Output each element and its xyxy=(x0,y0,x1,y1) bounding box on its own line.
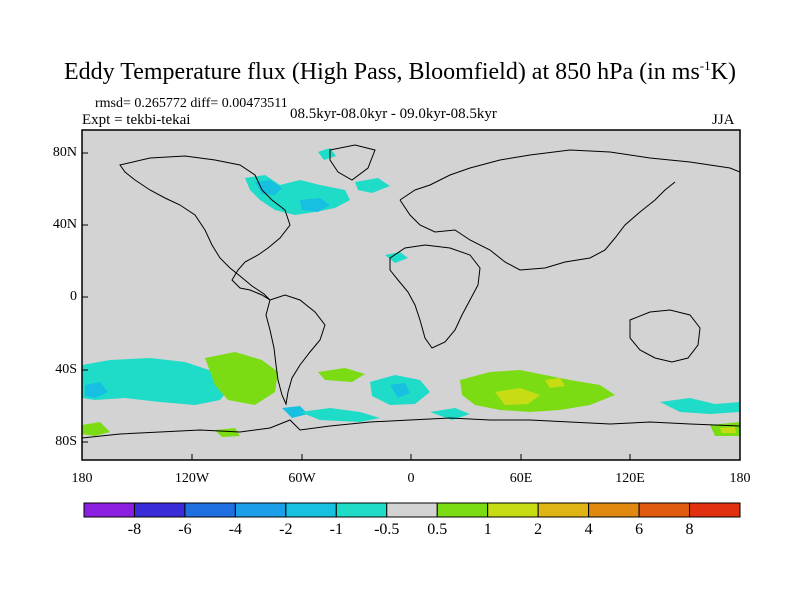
lon-label-180e: 180 xyxy=(729,471,751,486)
colorbar-swatch xyxy=(285,502,337,518)
coast-australia xyxy=(629,309,701,363)
colorbar-swatch xyxy=(386,502,438,518)
anomaly-pacific-positive xyxy=(205,352,278,405)
anomaly-atlantic-east xyxy=(385,252,408,263)
season-label: JJA xyxy=(712,112,735,128)
colorbar-label: -2 xyxy=(279,521,293,538)
anomaly-antarctic-east-core xyxy=(720,427,736,433)
colorbar-label: -4 xyxy=(228,521,243,538)
colorbar-swatch xyxy=(487,502,539,518)
anomaly-ross-positive xyxy=(215,428,240,437)
colorbar-label: 2 xyxy=(534,521,543,538)
colorbar-label: 0.5 xyxy=(427,521,448,538)
lat-label-40n: 40N xyxy=(52,217,77,232)
anomaly-north-atlantic-core xyxy=(255,180,282,195)
coast-greenland xyxy=(329,144,376,181)
anomaly-pacific-south-east xyxy=(660,398,740,414)
rmsd-diff-stats: rmsd= 0.265772 diff= 0.00473511 xyxy=(95,96,288,111)
colorbar-swatch xyxy=(234,502,287,518)
map-ocean-background xyxy=(82,130,740,460)
coast-europe-asia xyxy=(399,149,740,271)
coastlines xyxy=(82,144,740,439)
lon-label-0: 0 xyxy=(407,471,415,486)
colorbar-swatch xyxy=(588,502,640,518)
lat-label-0: 0 xyxy=(70,289,77,304)
lon-label-120e: 120E xyxy=(615,471,645,486)
anomaly-greenland-east xyxy=(355,178,390,193)
colorbar-label: -0.5 xyxy=(374,521,400,538)
anomaly-hudson xyxy=(300,198,330,212)
anomaly-indian-positive-core xyxy=(495,388,540,405)
colorbar-swatch xyxy=(335,502,388,518)
lon-label-60e: 60E xyxy=(509,471,533,486)
lon-label-60w: 60W xyxy=(288,471,316,486)
anomaly-arctic xyxy=(318,148,336,160)
period-label: 08.5kyr-08.0kyr - 09.0kyr-08.5kyr xyxy=(290,106,497,122)
colorbar-swatch xyxy=(184,502,236,518)
coast-south-america xyxy=(265,294,326,406)
colorbar-label: 8 xyxy=(685,521,694,538)
lat-label-80s: 80S xyxy=(55,434,77,449)
anomaly-antarctic-pacific-positive xyxy=(82,422,110,436)
anomaly-south-pacific-west xyxy=(82,358,230,405)
anomaly-fields xyxy=(82,148,740,437)
anomaly-indian-south xyxy=(430,408,470,420)
colorbar-swatch xyxy=(537,502,590,518)
lat-label-40s: 40S xyxy=(55,362,77,377)
colorbar-swatch xyxy=(436,502,489,518)
colorbar-swatch xyxy=(133,502,186,518)
anomaly-drake xyxy=(282,406,308,418)
anomaly-indian-positive xyxy=(460,370,615,412)
colorbar-label: 6 xyxy=(635,521,644,538)
anomaly-southern-ocean-belt xyxy=(300,408,380,422)
anomaly-south-atlantic-positive xyxy=(318,368,365,382)
experiment-label: Expt = tekbi-tekai xyxy=(82,112,191,128)
colorbar-swatch xyxy=(83,502,135,518)
lon-label-180w: 180 xyxy=(71,471,93,486)
colorbar-swatch xyxy=(638,502,691,518)
coast-north-america xyxy=(119,155,291,301)
lon-label-120w: 120W xyxy=(174,471,210,486)
coast-africa xyxy=(389,244,481,349)
colorbar-label: -6 xyxy=(178,521,192,538)
colorbar-label: 4 xyxy=(584,521,593,538)
anomaly-indian-positive-core2 xyxy=(545,378,565,388)
colorbar-label: 1 xyxy=(483,521,492,538)
anomaly-south-pacific-core xyxy=(85,382,108,398)
lat-label-80n: 80N xyxy=(52,145,77,160)
figure-title: Eddy Temperature flux (High Pass, Bloomf… xyxy=(64,58,736,85)
axis-ticks xyxy=(82,152,631,460)
coast-antarctica xyxy=(82,417,740,439)
colorbar-label: -8 xyxy=(127,521,142,538)
colorbar-swatch xyxy=(689,502,741,518)
anomaly-south-atlantic-core xyxy=(390,383,410,398)
colorbar-label: -1 xyxy=(329,521,343,538)
